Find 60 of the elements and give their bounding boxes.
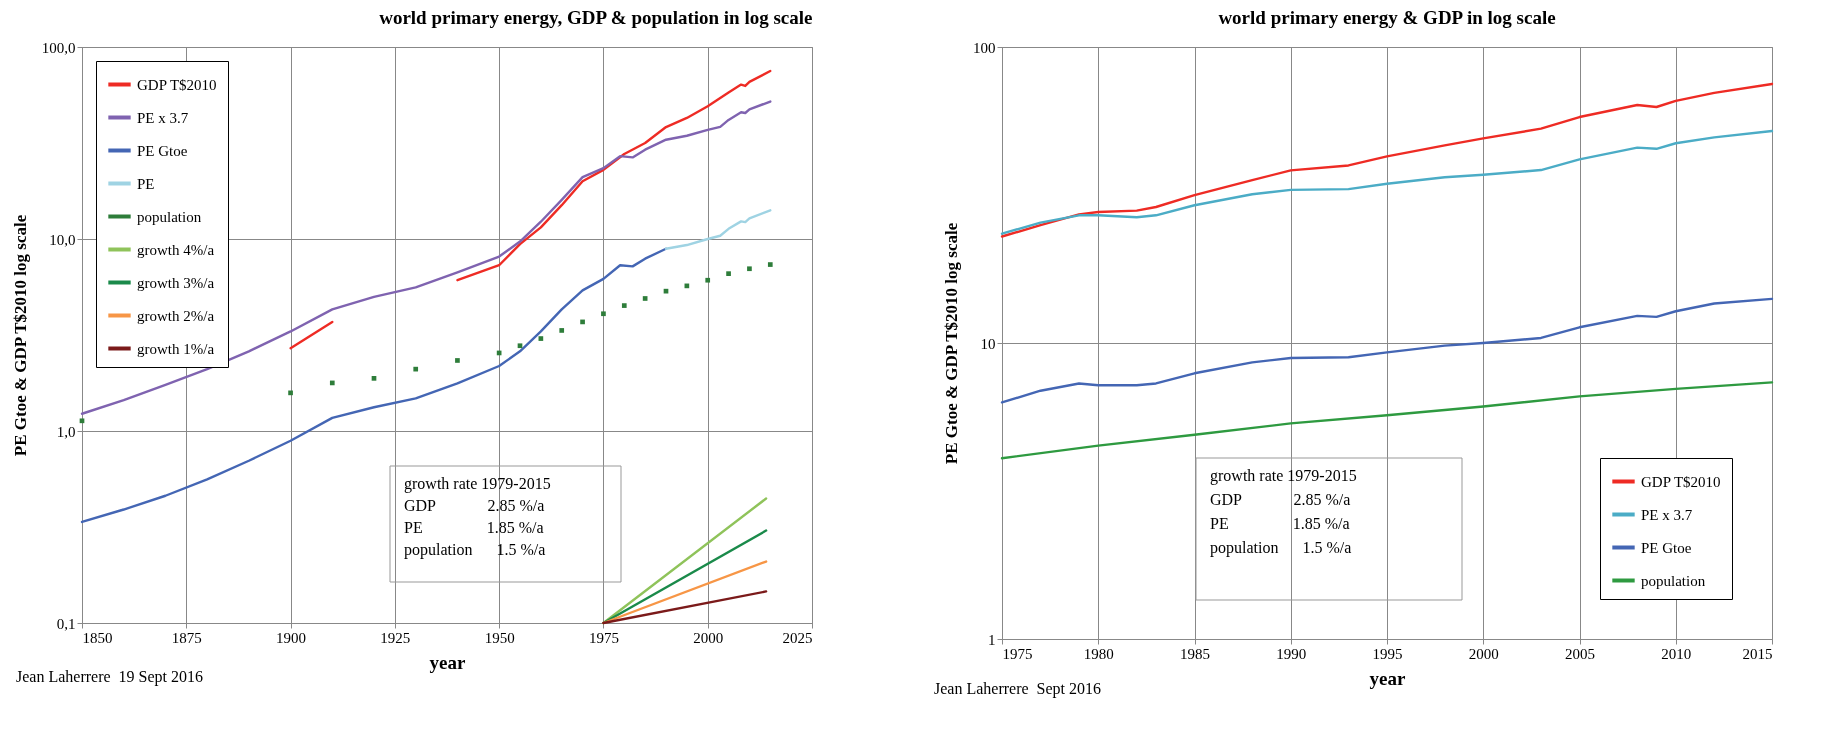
x-tick-label: 2025 [782, 629, 813, 646]
line-series [664, 209, 772, 250]
x-tick-label: 1975 [1002, 645, 1033, 662]
x-axis-title: year [1369, 667, 1406, 689]
x-tick-label: 1990 [1276, 645, 1307, 662]
line-series [80, 247, 668, 524]
legend-label: growth 3%/a [137, 274, 215, 291]
x-tick-label: 1950 [484, 629, 515, 646]
x-tick-label: 2000 [1468, 645, 1499, 662]
x-tick-label: 2000 [693, 629, 724, 646]
text: Jean Laherrere Sept 2016 [934, 680, 1102, 698]
annotation: PE 1.85 %/a [1210, 515, 1350, 532]
legend-label: growth 1%/a [137, 340, 215, 357]
legend-label: population [137, 208, 202, 225]
legend-label: growth 2%/a [137, 307, 215, 324]
y-tick-label: 1 [988, 631, 996, 648]
y-tick-label: 100,0 [41, 39, 76, 56]
y-tick-label: 1,0 [56, 423, 76, 440]
line-series [1000, 297, 1774, 404]
legend-label: growth 4%/a [137, 241, 215, 258]
x-tick-label: 2015 [1742, 645, 1773, 662]
legend-label: PE Gtoe [1641, 539, 1692, 556]
x-tick-label: 1980 [1083, 645, 1114, 662]
legend-label: PE Gtoe [137, 142, 188, 159]
annotation: population 1.5 %/a [1210, 539, 1352, 557]
legend-label: GDP T$2010 [1641, 473, 1721, 490]
x-tick-label: 1875 [171, 629, 202, 646]
legend-label: PE [137, 175, 155, 192]
legend-label: population [1641, 572, 1706, 589]
x-axis-title: year [429, 651, 466, 673]
y-tick-label: 10,0 [49, 231, 76, 248]
x-tick-label: 1995 [1372, 645, 1403, 662]
legend-label: GDP T$2010 [137, 76, 217, 93]
y-tick-label: 100 [973, 39, 996, 56]
annotation: growth rate 1979-2015 [404, 475, 551, 493]
y-axis-title: PE Gtoe & GDP T$2010 log scale [10, 214, 30, 457]
y-tick-label: 10 [980, 335, 996, 352]
y-axis-title: PE Gtoe & GDP T$2010 log scale [942, 222, 961, 465]
annotation: GDP 2.85 %/a [404, 497, 545, 514]
x-tick-label: 1850 [82, 629, 113, 646]
legend-label: PE x 3.7 [137, 109, 189, 126]
line-series [1000, 82, 1774, 238]
x-tick-label: 1985 [1180, 645, 1210, 662]
x-tick-label: 2010 [1661, 645, 1692, 662]
line-series [80, 100, 772, 415]
y-tick-label: 0,1 [56, 615, 76, 632]
text: Jean Laherrere 19 Sept 2016 [16, 668, 204, 686]
line-series [1000, 129, 1774, 235]
chart-title: world primary energy & GDP in log scale [1218, 7, 1556, 28]
annotation: GDP 2.85 %/a [1210, 491, 1351, 508]
x-tick-label: 1900 [276, 629, 307, 646]
x-tick-label: 1975 [588, 629, 619, 646]
chart-title: world primary energy, GDP & population in log scale [379, 7, 813, 28]
x-tick-label: 2005 [1565, 645, 1595, 662]
legend-label: PE x 3.7 [1641, 506, 1693, 523]
annotation: population 1.5 %/a [404, 541, 546, 559]
line-series [1000, 381, 1774, 460]
annotation: PE 1.85 %/a [404, 519, 544, 536]
x-tick-label: 1925 [380, 629, 411, 646]
annotation: growth rate 1979-2015 [1210, 467, 1357, 485]
